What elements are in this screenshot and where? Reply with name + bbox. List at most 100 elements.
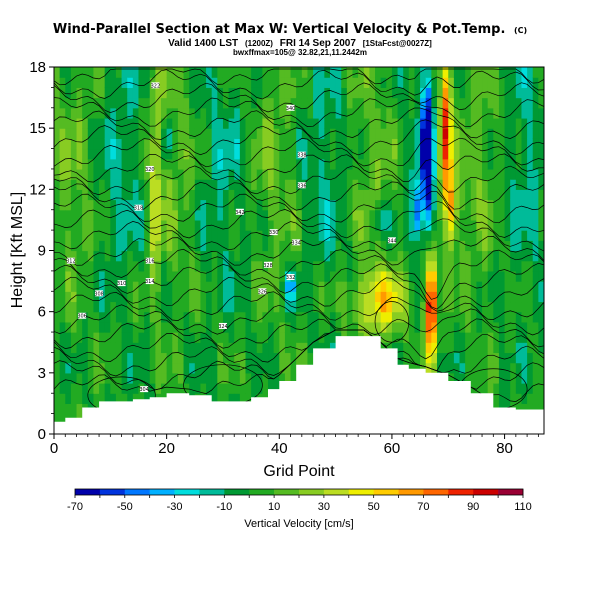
theta-contour [54, 153, 544, 183]
field-cell [414, 332, 421, 343]
field-cell [127, 240, 134, 252]
field-cell [144, 362, 151, 374]
y-tick-label: 18 [29, 59, 46, 76]
field-cell [470, 240, 478, 252]
field-cell [329, 270, 337, 282]
field-cell [161, 372, 168, 384]
field-cell [296, 281, 303, 292]
field-cell [487, 128, 494, 139]
field-cell [391, 189, 399, 201]
field-cell [487, 219, 494, 231]
field-cell [391, 107, 399, 119]
field-cell [459, 128, 466, 139]
field-cell [93, 250, 100, 262]
field-cell [194, 168, 202, 180]
field-cell [217, 281, 224, 292]
contour-label-box [66, 257, 75, 264]
field-cell [335, 97, 342, 109]
field-cell [87, 148, 95, 160]
field-cell [420, 179, 427, 190]
field-cell [200, 250, 207, 262]
field-cell [262, 209, 269, 221]
x-axis-label: Grid Point [263, 463, 335, 480]
field-cell [307, 97, 314, 109]
field-cell [476, 352, 483, 364]
field-cell [408, 148, 416, 160]
field-cell [172, 240, 179, 252]
field-cell [65, 117, 72, 129]
field-cell [183, 209, 190, 221]
field-cell [234, 189, 241, 201]
field-cell [346, 67, 354, 78]
field-cell [487, 342, 494, 354]
field-cell [363, 138, 370, 150]
field-cell [363, 158, 370, 170]
field-cell [104, 219, 111, 231]
field-cell [352, 97, 359, 109]
field-cell [414, 189, 421, 201]
field-cell [403, 301, 410, 313]
field-cell [493, 332, 500, 343]
field-cell [391, 291, 399, 303]
field-cell [397, 270, 404, 282]
field-cell [408, 230, 416, 241]
field-cell [104, 270, 111, 282]
field-cell [194, 117, 202, 129]
field-cell [408, 128, 416, 139]
field-cell [453, 199, 461, 211]
field-cell [82, 260, 89, 272]
field-cell [65, 189, 72, 201]
field-cell [482, 87, 489, 99]
field-cell [476, 332, 483, 343]
field-cell [268, 352, 275, 364]
field-cell [115, 117, 123, 129]
contour-label: 326 [258, 289, 268, 295]
field-cell [391, 179, 399, 190]
field-cell [527, 199, 534, 211]
field-cell [414, 230, 421, 241]
field-cell [386, 240, 393, 252]
field-cell [149, 219, 156, 231]
field-cell [448, 117, 455, 129]
field-cell [369, 291, 376, 303]
field-cell [318, 87, 325, 99]
field-cell [251, 87, 258, 99]
field-cell [510, 97, 517, 109]
field-cell [194, 342, 202, 354]
field-cell [245, 270, 252, 282]
field-cell [386, 291, 393, 303]
field-cell [132, 128, 140, 139]
field-cell [149, 250, 156, 262]
contour-label-box [95, 290, 104, 297]
field-cell [414, 311, 421, 323]
field-cell [425, 281, 432, 292]
field-cell [206, 138, 213, 150]
field-cell [403, 128, 410, 139]
field-cell [498, 383, 506, 394]
field-cell [498, 128, 506, 139]
field-cell [245, 97, 252, 109]
field-cell [234, 128, 241, 139]
field-cell [408, 189, 416, 201]
field-cell [470, 77, 478, 88]
field-cell [346, 219, 354, 231]
field-cell [442, 67, 449, 78]
field-cell [54, 403, 61, 415]
field-cell [476, 372, 483, 384]
field-cell [54, 240, 61, 252]
field-cell [127, 260, 134, 272]
field-cell [93, 219, 100, 231]
field-cell [228, 393, 235, 405]
field-cell [391, 138, 399, 150]
field-cell [408, 311, 416, 323]
field-cell [172, 281, 179, 292]
field-cell [527, 97, 534, 109]
field-cell [493, 270, 500, 282]
field-cell [251, 148, 258, 160]
field-cell [144, 230, 151, 241]
field-cell [189, 362, 196, 374]
field-cell [453, 352, 461, 364]
field-cell [465, 189, 472, 201]
field-cell [313, 158, 320, 170]
field-cell [127, 158, 134, 170]
